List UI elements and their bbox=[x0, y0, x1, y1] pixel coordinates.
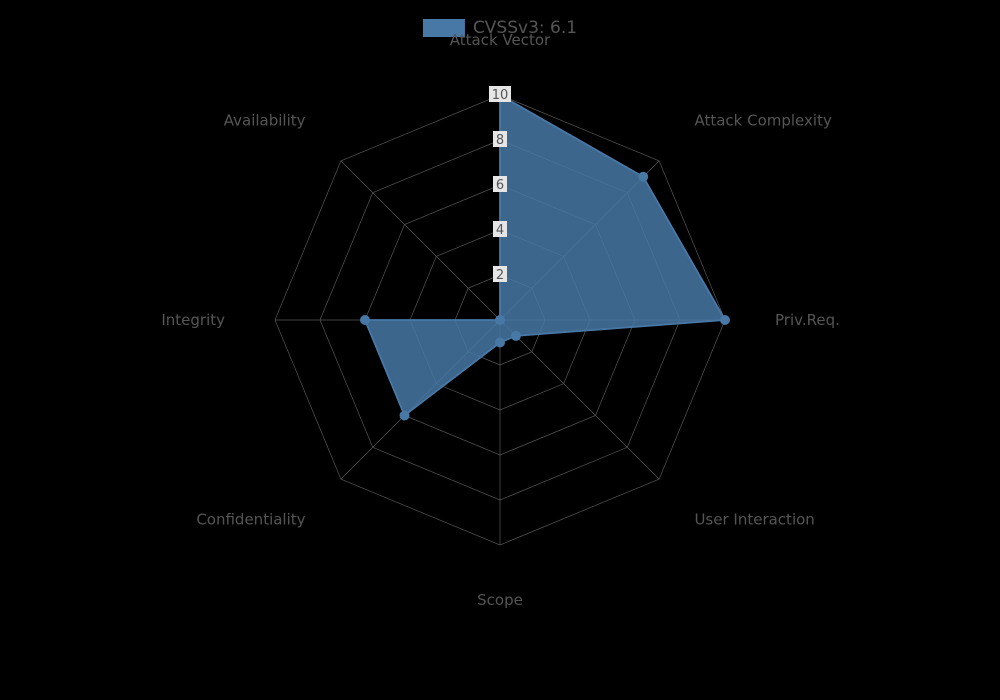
tick-label: 10 bbox=[492, 88, 509, 103]
radar-chart-container: CVSSv3: 6.1 246810 Attack VectorAttack C… bbox=[0, 0, 1000, 700]
grid-spoke bbox=[341, 161, 500, 320]
grid-spoke bbox=[500, 320, 659, 479]
tick-label: 4 bbox=[496, 223, 504, 238]
axis-label: Scope bbox=[477, 591, 523, 609]
series-point bbox=[360, 315, 370, 325]
tick-label: 2 bbox=[496, 268, 504, 283]
series-group bbox=[360, 90, 730, 420]
tick-label: 6 bbox=[496, 178, 504, 193]
series-point bbox=[511, 331, 521, 341]
radar-svg: 2 4 6 8 10 Attack Vector Attack Complexity Pri… bbox=[0, 0, 1000, 700]
series-point bbox=[495, 338, 505, 348]
tick-label: 8 bbox=[496, 133, 504, 148]
axis-label: Priv.Req. bbox=[775, 311, 840, 329]
axis-label: Integrity bbox=[161, 311, 225, 329]
axis-label: User Interaction bbox=[694, 510, 814, 528]
axis-label: Availability bbox=[224, 112, 306, 130]
series-point bbox=[400, 410, 410, 420]
axis-label: Confidentiality bbox=[196, 510, 305, 528]
series-point bbox=[495, 315, 505, 325]
series-polygon bbox=[365, 95, 725, 415]
axis-label: Attack Complexity bbox=[694, 112, 831, 130]
axis-label: Attack Vector bbox=[450, 31, 551, 49]
series-point bbox=[720, 315, 730, 325]
series-point bbox=[638, 172, 648, 182]
